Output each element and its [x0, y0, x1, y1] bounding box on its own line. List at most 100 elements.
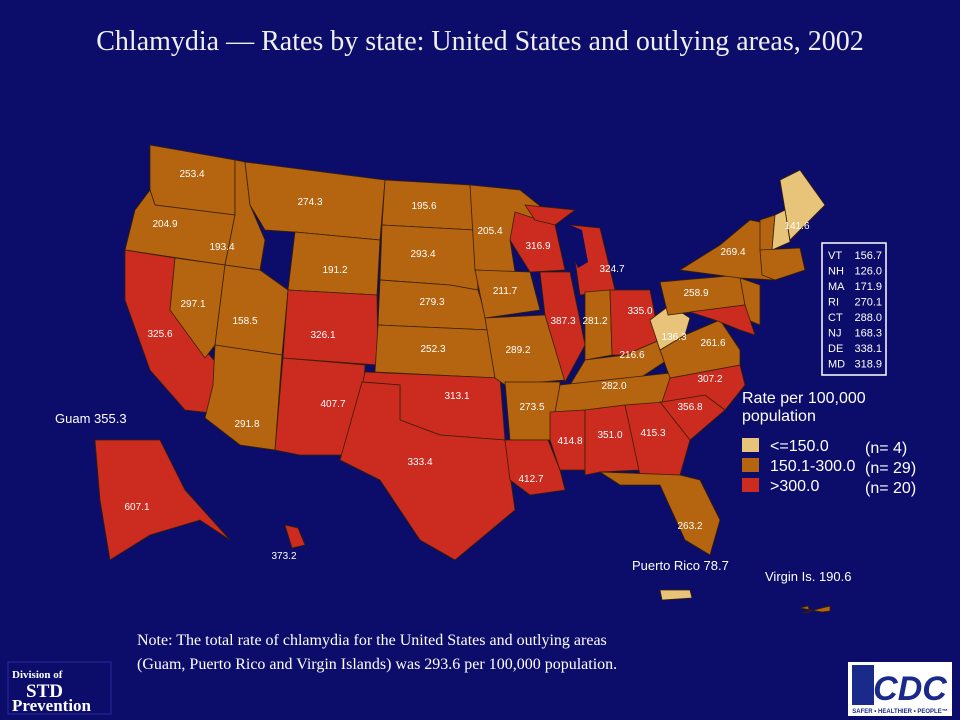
inset-table: VT 156.7 NH 126.0 MA 171.9 RI 270.1 CT 288.0 NJ 168…: [828, 250, 882, 371]
region-label: 351.0: [597, 430, 622, 441]
legend-label: 150.1-300.0: [770, 458, 856, 475]
std-logo: Division of STD Prevention: [7, 661, 112, 715]
territory-label: Virgin Is. 190.6: [765, 569, 851, 584]
logo-box: [7, 661, 112, 715]
region: [771, 209, 791, 251]
inset-state: RI: [828, 297, 839, 309]
inset-state: NJ: [828, 328, 841, 340]
inset-state: MD: [828, 359, 845, 371]
region: [287, 231, 381, 296]
legend-count: (n= 4): [865, 440, 907, 457]
inset-value: 168.3: [854, 328, 882, 340]
cdc-logo: CDC SAFER • HEALTHIER • PEOPLE™: [848, 662, 952, 716]
region: [169, 257, 226, 359]
title: Chlamydia — Rates by state: United State…: [96, 26, 864, 57]
region-label: 216.6: [619, 350, 644, 361]
region-label: 333.4: [407, 457, 432, 468]
region-label: 373.2: [271, 551, 296, 562]
region-label: 193.4: [209, 242, 234, 253]
region-label: 297.1: [180, 299, 205, 310]
inset-value: 288.0: [854, 312, 882, 324]
region: [624, 401, 691, 476]
region-label: 263.2: [677, 521, 702, 532]
region: [799, 605, 831, 614]
legend-swatch: [742, 458, 759, 472]
region-label: 158.5: [232, 316, 257, 327]
legend-title: population: [742, 408, 816, 425]
region-label: 414.8: [557, 436, 582, 447]
region: [539, 271, 586, 384]
logo-text: STD: [26, 681, 63, 702]
region: [659, 589, 693, 601]
territory-label: Puerto Rico 78.7: [632, 558, 729, 573]
legend-count: (n= 29): [865, 460, 916, 477]
logo-text: CDC: [873, 670, 947, 708]
region-label: 261.6: [700, 338, 725, 349]
region-label: 211.7: [493, 286, 518, 297]
region-label: 258.9: [683, 288, 708, 299]
region: [339, 381, 516, 561]
region: [284, 524, 306, 549]
map: [94, 144, 831, 614]
region-label: 252.3: [420, 344, 445, 355]
region-label: 307.2: [697, 374, 722, 385]
region: [94, 439, 231, 561]
inset-value: 338.1: [854, 343, 882, 355]
region-label: 325.6: [147, 329, 172, 340]
inset-value: 318.9: [854, 359, 882, 371]
region-label: 291.8: [234, 419, 259, 430]
legend: <=150.0 (n= 4) 150.1-300.0 (n= 29) >300.0 (n=…: [742, 438, 916, 497]
region-label: 407.7: [320, 399, 345, 410]
legend-label: <=150.0: [770, 438, 829, 455]
region: [214, 264, 289, 356]
region: [282, 289, 379, 366]
inset-value: 171.9: [854, 281, 882, 293]
region-label: 282.0: [601, 381, 626, 392]
region-label: 279.3: [419, 297, 444, 308]
legend-title: Rate per 100,000: [742, 390, 866, 407]
logo-text: Division of: [12, 669, 63, 681]
inset-value: 156.7: [854, 250, 882, 262]
region: [759, 247, 806, 281]
inset-state: VT: [828, 250, 842, 262]
region-label: 316.9: [525, 241, 550, 252]
region: [598, 471, 721, 556]
note: Note: The total rate of chlamydia for th…: [137, 632, 607, 649]
region-label: 335.0: [627, 306, 652, 317]
region-label: 387.3: [550, 316, 575, 327]
region: [204, 344, 283, 451]
inset-value: 126.0: [854, 266, 882, 278]
region: [274, 357, 366, 456]
region-label: 191.2: [322, 265, 347, 276]
territory-label: Guam 355.3: [55, 411, 127, 426]
legend-count: (n= 20): [865, 480, 916, 497]
region-label: 205.4: [477, 226, 502, 237]
inset-value: 270.1: [854, 297, 882, 309]
region-label: 274.3: [297, 197, 322, 208]
note: (Guam, Puerto Rico and Virgin Islands) w…: [137, 656, 617, 673]
legend-swatch: [742, 478, 759, 492]
inset-state: CT: [828, 312, 843, 324]
legend-label: >300.0: [770, 478, 819, 495]
region-label: 253.4: [179, 169, 204, 180]
lake: [570, 225, 588, 268]
region-label: 293.4: [410, 249, 435, 260]
logo-stripes: [852, 665, 874, 705]
region-label: 356.8: [677, 402, 702, 413]
inset-state: NH: [828, 266, 844, 278]
inset-box: [821, 242, 887, 376]
inset-state: MA: [828, 281, 845, 293]
region-label: 289.2: [505, 345, 530, 356]
region: [739, 277, 761, 326]
region-label: 313.1: [444, 391, 469, 402]
map-labels: 253.4 204.9 325.6 297.1 193.4 274.3 191.2 158.5…: [124, 169, 809, 562]
logo-text: Prevention: [12, 696, 92, 715]
region: [549, 409, 586, 471]
region: [584, 404, 641, 476]
region: [504, 439, 566, 496]
region-label: 195.6: [411, 201, 436, 212]
region-label: 415.3: [640, 428, 665, 439]
legend-swatch: [742, 438, 759, 452]
logo-text: SAFER • HEALTHIER • PEOPLE™: [852, 708, 947, 715]
